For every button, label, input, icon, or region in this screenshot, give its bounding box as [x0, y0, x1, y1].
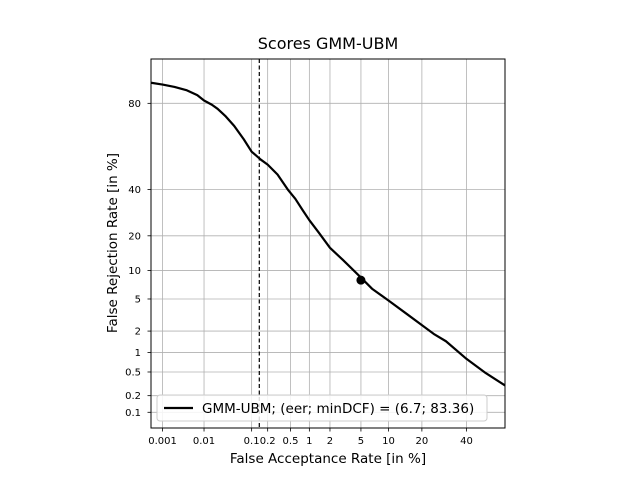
legend-entry-gmm-ubm: GMM-UBM; (eer; minDCF) = (6.7; 83.36) — [202, 401, 474, 417]
y-tick-label: 10 — [128, 266, 141, 277]
legend: GMM-UBM; (eer; minDCF) = (6.7; 83.36) — [156, 394, 488, 422]
y-tick-label: 0.2 — [125, 391, 141, 402]
grid — [151, 59, 505, 428]
x-tick-label: 0.001 — [148, 436, 177, 447]
x-tick-label: 0.2 — [260, 436, 276, 447]
x-tick-label: 2 — [327, 436, 333, 447]
chart-title: Scores GMM-UBM — [258, 34, 399, 53]
y-tick-label: 0.1 — [125, 408, 141, 419]
y-tick-label: 2 — [135, 327, 141, 338]
x-axis-ticks: 0.001 0.01 0.1 0.2 0.5 1 2 5 10 20 40 — [148, 428, 473, 447]
axes-frame — [150, 58, 506, 429]
x-tick-label: 20 — [416, 436, 429, 447]
y-axis-label: False Rejection Rate [in %] — [105, 153, 121, 333]
det-curve-gmm-ubm — [150, 81, 506, 387]
x-tick-label: 1 — [306, 436, 312, 447]
y-tick-label: 80 — [128, 99, 141, 110]
eer-point-marker — [356, 275, 366, 285]
x-tick-label: 0.01 — [193, 436, 215, 447]
y-tick-label: 5 — [135, 294, 141, 305]
y-tick-label: 20 — [128, 231, 141, 242]
x-tick-label: 40 — [460, 436, 473, 447]
legend-box — [156, 394, 488, 422]
y-tick-label: 0.5 — [125, 367, 141, 378]
x-tick-label: 5 — [358, 436, 364, 447]
y-axis-ticks: 0.1 0.2 0.5 1 2 5 10 20 40 80 — [125, 99, 151, 419]
x-tick-label: 0.1 — [244, 436, 260, 447]
x-axis-label: False Acceptance Rate [in %] — [230, 451, 426, 467]
y-tick-label: 1 — [135, 348, 141, 359]
x-tick-label: 10 — [382, 436, 395, 447]
plot-area — [150, 59, 506, 428]
x-tick-label: 0.5 — [283, 436, 299, 447]
y-tick-label: 40 — [128, 185, 141, 196]
